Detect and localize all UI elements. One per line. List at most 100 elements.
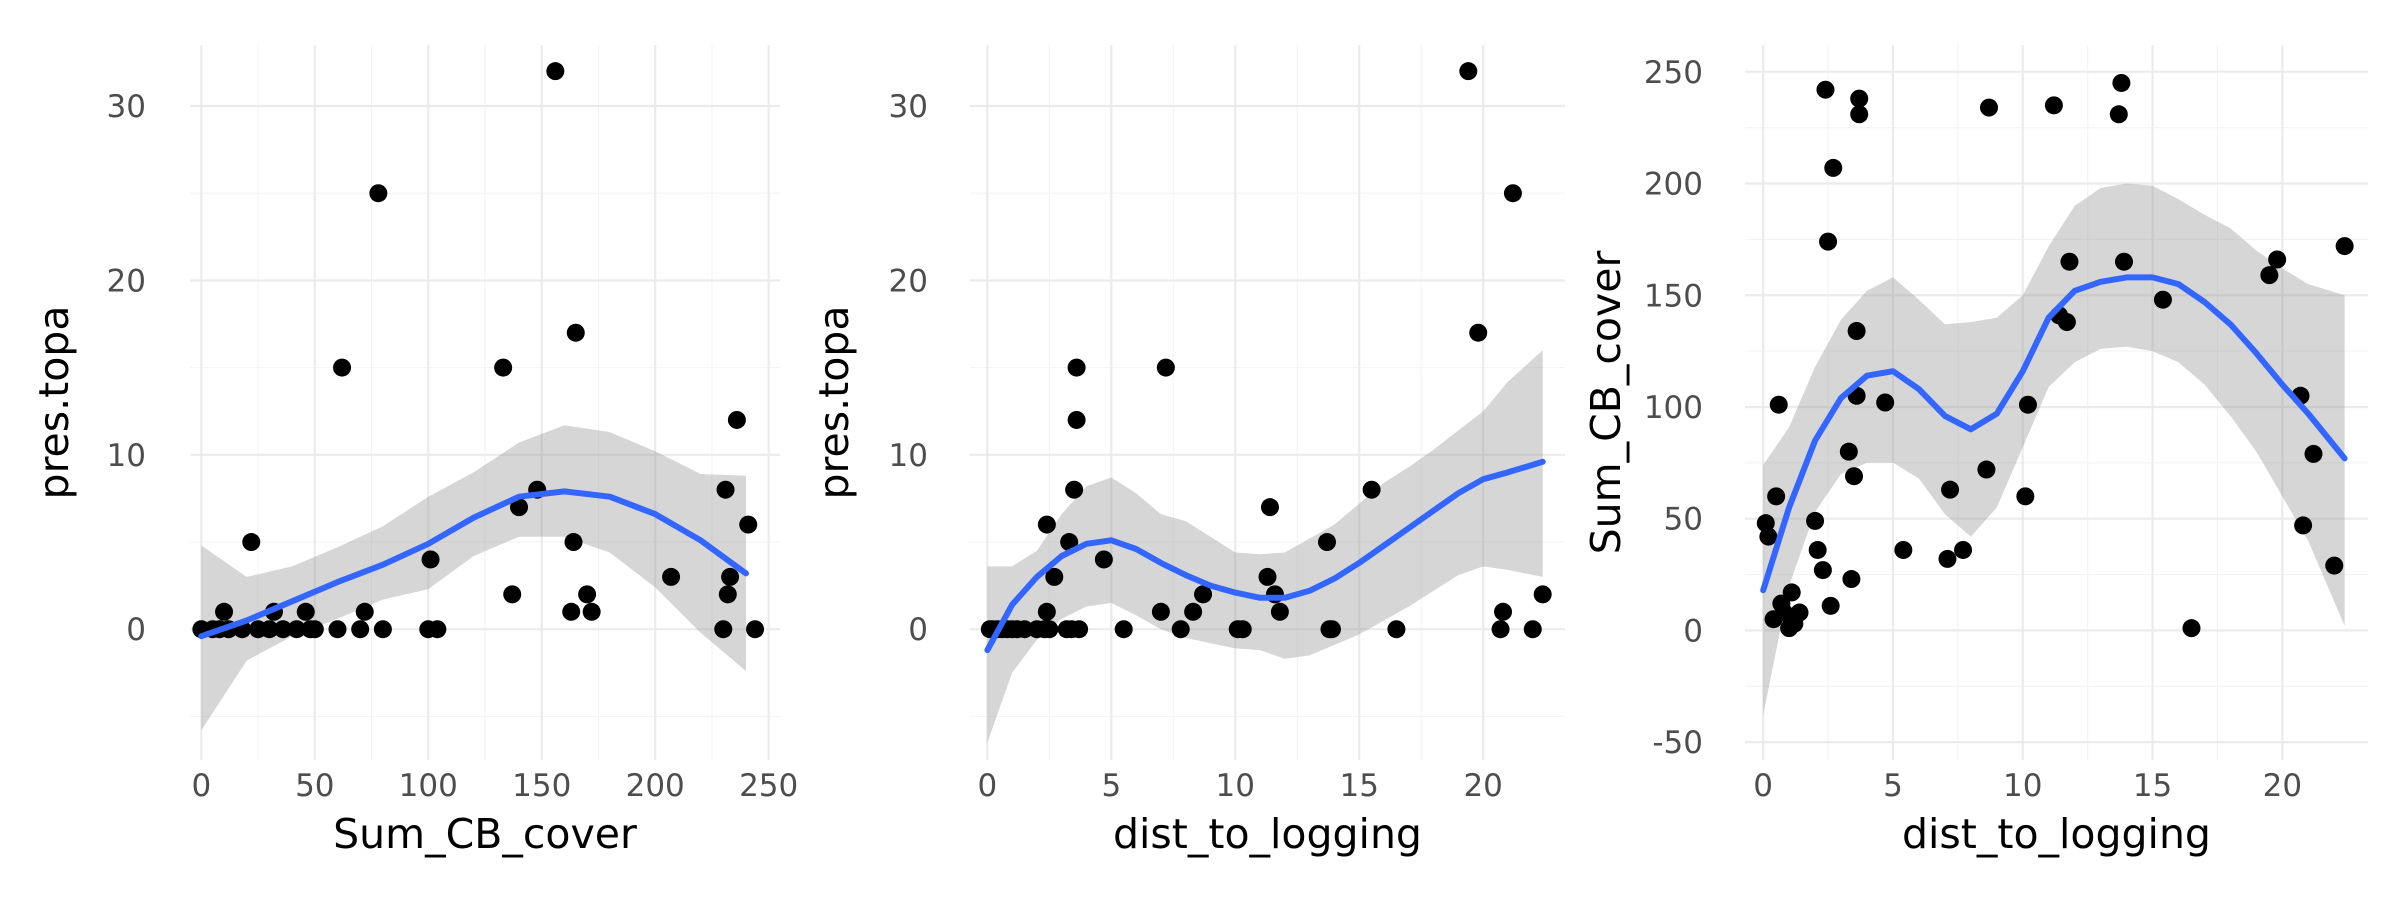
x-tick-label: 20 [2263, 768, 2302, 804]
data-point [1756, 514, 1775, 533]
data-point [566, 323, 585, 342]
data-point [1045, 567, 1064, 586]
y-tick-label: 30 [107, 89, 146, 125]
data-point [1362, 480, 1381, 499]
data-point [1839, 442, 1858, 461]
data-point [1503, 184, 1522, 203]
data-point [1156, 358, 1175, 377]
data-point [739, 515, 758, 534]
data-point [1258, 567, 1277, 586]
data-point [1782, 583, 1801, 602]
confidence-band [201, 425, 747, 731]
x-tick-label: 100 [399, 768, 458, 804]
smooth-line [984, 458, 1546, 654]
data-point [1842, 570, 1861, 589]
data-point [2182, 619, 2201, 638]
data-point [1977, 460, 1996, 479]
data-point [1894, 540, 1913, 559]
data-point [421, 550, 440, 569]
data-point [1824, 158, 1843, 177]
data-point [564, 533, 583, 552]
data-point [2335, 237, 2354, 256]
x-tick-label: 150 [512, 768, 571, 804]
data-point [1954, 540, 1973, 559]
data-point [546, 62, 565, 81]
data-point [2304, 444, 2323, 463]
data-point [716, 480, 735, 499]
data-point [1060, 533, 1079, 552]
data-point [287, 620, 306, 639]
smooth-line [1760, 274, 2348, 594]
data-point [714, 620, 733, 639]
x-tick-label: 50 [295, 768, 334, 804]
data-point [721, 567, 740, 586]
data-point [1037, 515, 1056, 534]
data-point [2016, 487, 2035, 506]
data-point [1876, 393, 1895, 412]
panel-background [1745, 45, 2368, 760]
x-tick-label: 15 [1340, 768, 1379, 804]
data-point [373, 620, 392, 639]
data-point [1845, 467, 1864, 486]
data-point [2114, 252, 2133, 271]
x-tick-label: 5 [1883, 768, 1903, 804]
x-tick-label: 0 [1753, 768, 1773, 804]
data-point [2260, 266, 2279, 285]
data-point [1494, 602, 1513, 621]
data-point [1194, 585, 1213, 604]
data-point [1387, 620, 1406, 639]
data-point [428, 620, 447, 639]
y-tick-label: 50 [1664, 502, 1703, 538]
x-tick-label: 200 [626, 768, 685, 804]
data-point [718, 585, 737, 604]
data-point [1322, 620, 1341, 639]
data-point [1233, 620, 1252, 639]
data-point [662, 567, 681, 586]
x-tick-label: 0 [191, 768, 211, 804]
data-point [1847, 322, 1866, 340]
data-point [1318, 533, 1336, 552]
data-point [1070, 620, 1089, 639]
x-axis-title: Sum_CB_cover [333, 810, 637, 858]
data-point [1533, 585, 1552, 604]
data-point [2294, 516, 2313, 535]
data-point [1171, 620, 1190, 639]
confidence-band [1763, 183, 2345, 716]
data-point [1065, 480, 1084, 499]
data-point [582, 602, 601, 621]
data-point [727, 410, 746, 429]
x-tick-label: 0 [977, 768, 997, 804]
x-tick-label: 15 [2133, 768, 2172, 804]
y-tick-label: 10 [107, 438, 146, 474]
data-point [2060, 252, 2079, 271]
confidence-band [987, 350, 1543, 743]
data-point [2153, 290, 2172, 309]
data-point [494, 358, 513, 377]
data-point [1114, 620, 1133, 639]
data-point [1094, 550, 1113, 569]
y-tick-label: 10 [889, 438, 928, 474]
panel-1: 0 50 100 150 200 250 0 10 20 30 Sum_CB_cover pres.t… [30, 45, 798, 858]
y-tick-label: 20 [889, 263, 928, 299]
data-point [242, 533, 261, 552]
y-tick-label: 20 [107, 263, 146, 299]
y-tick-label: 0 [126, 612, 146, 648]
data-point [1938, 549, 1957, 568]
data-point [1980, 98, 1999, 117]
data-point [1759, 527, 1778, 546]
data-point [1941, 480, 1960, 499]
data-point [2109, 105, 2128, 124]
data-point [351, 620, 370, 639]
data-point [355, 602, 374, 621]
data-point [578, 585, 597, 604]
data-point [1850, 105, 1869, 124]
data-point [2044, 96, 2063, 115]
data-point [562, 602, 581, 621]
data-point [1270, 602, 1289, 621]
y-tick-label: 250 [1644, 55, 1703, 91]
data-point [1767, 487, 1786, 506]
smooth-line [198, 488, 749, 640]
data-point [510, 498, 529, 517]
